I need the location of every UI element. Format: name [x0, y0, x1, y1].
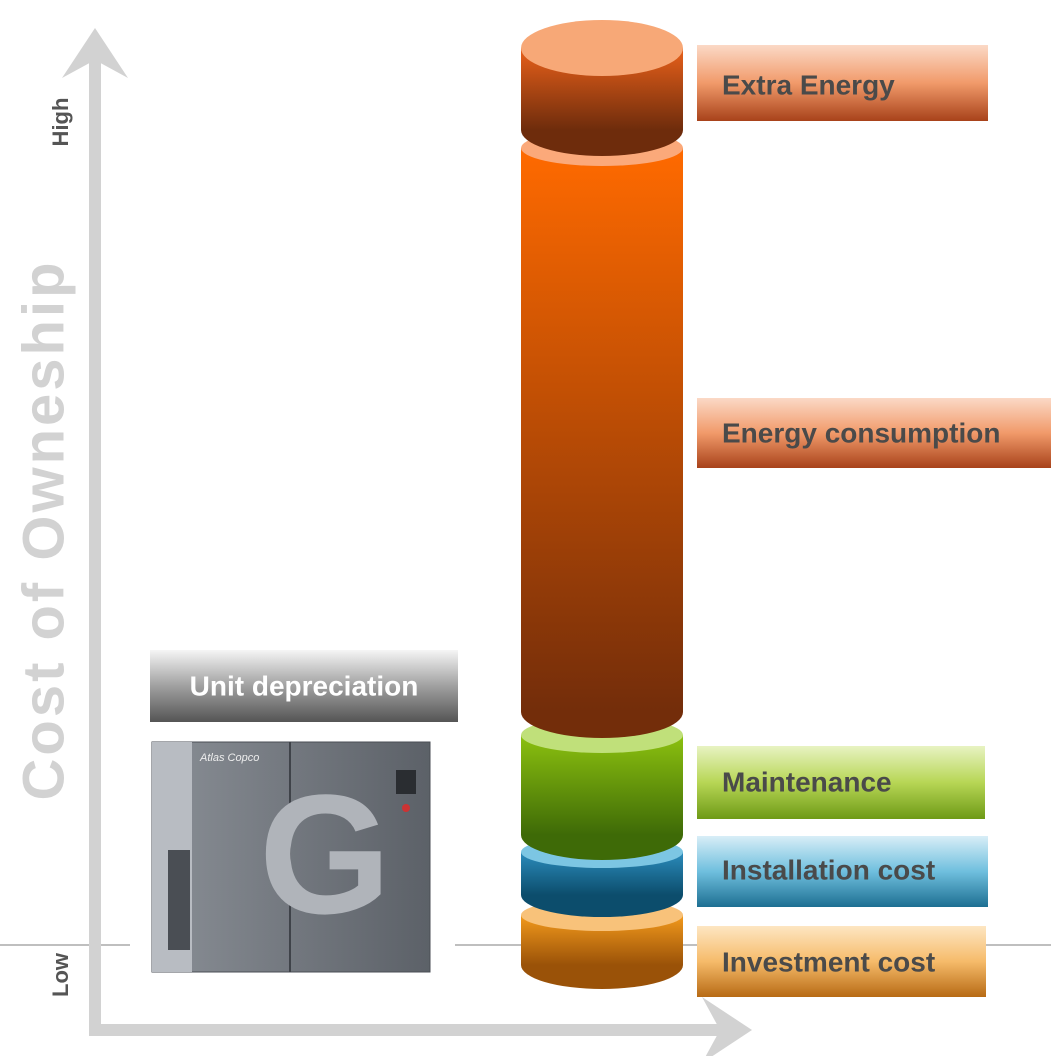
axis-title: Cost of Owneship — [11, 260, 76, 801]
control-panel — [396, 770, 416, 794]
label-box — [697, 45, 988, 121]
segment-top — [521, 20, 683, 76]
stop-button — [402, 804, 410, 812]
machine-vent — [168, 850, 190, 950]
axes: High Low Cost of Owneship — [0, 28, 1051, 1056]
label-box — [697, 746, 985, 819]
compressor: Atlas Copco G — [151, 741, 431, 973]
x-axis — [89, 1024, 729, 1036]
logo-letter: G — [259, 760, 391, 950]
segment-label: Energy consumption — [722, 417, 1000, 448]
label-box — [697, 398, 1051, 468]
axis-high: High — [48, 98, 73, 147]
segment-label: Maintenance — [722, 766, 892, 797]
brand: Atlas Copco — [199, 752, 259, 764]
label-box — [697, 836, 988, 907]
unit-label: Unit depreciation — [190, 670, 419, 701]
labels: Extra Energy Energy consumption Maintena… — [150, 45, 1051, 997]
axis-low: Low — [48, 952, 73, 997]
label-box — [697, 926, 986, 997]
segment-body — [521, 148, 683, 712]
x-arrowhead — [702, 997, 752, 1056]
y-axis — [89, 60, 101, 1030]
y-arrowhead — [62, 28, 128, 78]
label-box — [150, 650, 458, 722]
cylinder — [521, 20, 683, 989]
segment-label: Investment cost — [722, 946, 935, 977]
segment-label: Extra Energy — [722, 69, 895, 100]
segment-label: Installation cost — [722, 854, 935, 885]
